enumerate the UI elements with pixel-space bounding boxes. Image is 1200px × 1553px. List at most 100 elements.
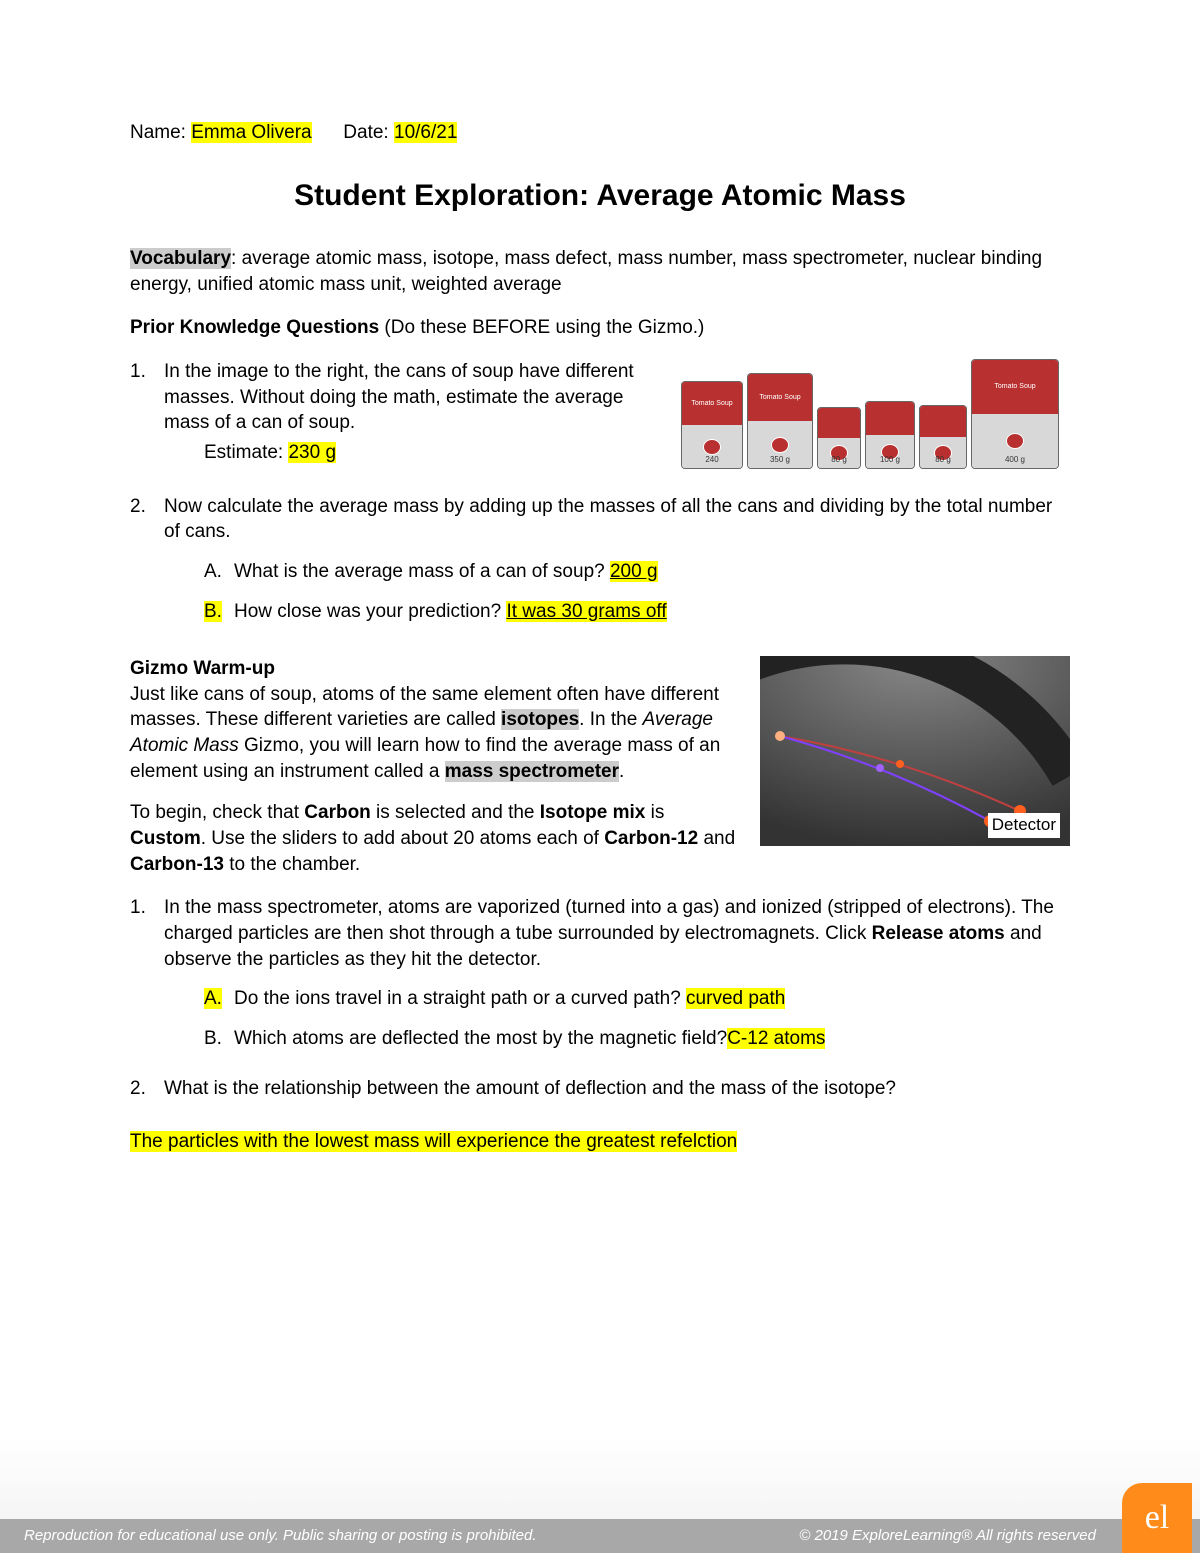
q2a-answer: 200 g xyxy=(610,561,658,582)
q2b-letter: B. xyxy=(204,599,234,625)
q2a-row: A. What is the average mass of a can of … xyxy=(204,559,1070,585)
q1-body: In the image to the right, the cans of s… xyxy=(164,359,650,466)
q1-number: 1. xyxy=(130,359,164,385)
header-line: Name: Emma Olivera Date: 10/6/21 xyxy=(130,120,1070,146)
wq1a-letter: A. xyxy=(204,986,234,1012)
can-bottom: 350 g xyxy=(748,421,812,468)
wq1-release: Release atoms xyxy=(872,923,1005,944)
wq1a-row: A. Do the ions travel in a straight path… xyxy=(204,986,1070,1012)
can-weight-label: 100 g xyxy=(866,455,914,466)
q1-estimate-line: Estimate: 230 g xyxy=(204,440,650,466)
wq2-answer-line: The particles with the lowest mass will … xyxy=(130,1129,1070,1155)
soup-can: 80 g xyxy=(919,405,967,469)
bottom-fade xyxy=(0,1439,1200,1519)
q2-number: 2. xyxy=(130,494,164,520)
q1-estimate-label: Estimate: xyxy=(204,442,288,463)
detector-label: Detector xyxy=(988,813,1060,838)
warmup-p2a: To begin, check that xyxy=(130,802,304,823)
soup-can: Tomato Soup 240 xyxy=(681,381,743,469)
prior-knowledge-heading: Prior Knowledge Questions (Do these BEFO… xyxy=(130,315,1070,341)
q2-body: Now calculate the average mass by adding… xyxy=(164,494,1070,625)
warmup-isomix: Isotope mix xyxy=(540,802,646,823)
warmup-p2b: is selected and the xyxy=(371,802,540,823)
q1-text-block: 1. In the image to the right, the cans o… xyxy=(130,359,650,466)
q2b-body: How close was your prediction? It was 30… xyxy=(234,599,667,625)
warmup-p1b: . In the xyxy=(579,709,642,730)
soup-can: 100 g xyxy=(865,401,915,469)
wq1b-text: Which atoms are deflected the most by th… xyxy=(234,1028,727,1049)
warmup-p1d: . xyxy=(619,761,624,782)
tomato-icon xyxy=(1006,433,1024,449)
footer-bar: Reproduction for educational use only. P… xyxy=(0,1519,1200,1553)
warmup-q1-row: 1. In the mass spectrometer, atoms are v… xyxy=(130,895,1070,1051)
warmup-p2f: to the chamber. xyxy=(224,854,360,875)
warmup-p2c: is xyxy=(645,802,664,823)
q2a-letter: A. xyxy=(204,559,234,585)
q2-row: 2. Now calculate the average mass by add… xyxy=(130,494,1070,625)
warmup-q2-row: 2. What is the relationship between the … xyxy=(130,1076,1070,1102)
can-bottom: 80 g xyxy=(818,438,860,468)
can-bottom: 100 g xyxy=(866,435,914,468)
prior-rest: (Do these BEFORE using the Gizmo.) xyxy=(379,317,704,338)
wq2-number: 2. xyxy=(130,1076,164,1102)
can-weight-label: 240 xyxy=(682,455,742,466)
warmup-p2: To begin, check that Carbon is selected … xyxy=(130,800,740,877)
q1-row: 1. In the image to the right, the cans o… xyxy=(130,359,1070,480)
wq1-body: In the mass spectrometer, atoms are vapo… xyxy=(164,895,1070,1051)
name-label: Name: xyxy=(130,122,191,143)
can-top xyxy=(866,402,914,435)
can-bottom: 400 g xyxy=(972,414,1058,468)
warmup-text-block: Gizmo Warm-up Just like cans of soup, at… xyxy=(130,656,740,877)
date-label: Date: xyxy=(343,122,394,143)
soup-can: Tomato Soup350 g xyxy=(747,373,813,469)
q2b-letter-text: B. xyxy=(204,601,222,622)
warmup-c13: Carbon-13 xyxy=(130,854,224,875)
wq1b-answer: C-12 atoms xyxy=(727,1028,825,1049)
warmup-mass-spectrometer: mass spectrometer xyxy=(445,761,619,782)
can-top: Tomato Soup xyxy=(682,382,742,425)
warmup-custom: Custom xyxy=(130,828,201,849)
q2a-text: What is the average mass of a can of sou… xyxy=(234,561,610,582)
warmup-section: Gizmo Warm-up Just like cans of soup, at… xyxy=(130,656,1070,877)
wq1a-text: Do the ions travel in a straight path or… xyxy=(234,988,686,1009)
soup-cans-figure: Tomato Soup240Tomato Soup350 g80 g100 g8… xyxy=(670,359,1070,469)
soup-can: 80 g xyxy=(817,407,861,469)
q2b-answer: It was 30 grams off xyxy=(506,601,666,622)
worksheet-page: Name: Emma Olivera Date: 10/6/21 Student… xyxy=(0,0,1200,1553)
footer-left: Reproduction for educational use only. P… xyxy=(24,1526,537,1546)
name-value: Emma Olivera xyxy=(191,122,311,143)
footer-logo-text: el xyxy=(1145,1495,1170,1541)
page-title: Student Exploration: Average Atomic Mass xyxy=(130,176,1070,217)
wq2-answer: The particles with the lowest mass will … xyxy=(130,1131,737,1152)
soup-can: Tomato Soup 400 g xyxy=(971,359,1059,469)
warmup-p1: Just like cans of soup, atoms of the sam… xyxy=(130,682,740,785)
q2a-body: What is the average mass of a can of sou… xyxy=(234,559,658,585)
date-value: 10/6/21 xyxy=(394,122,457,143)
wq1b-row: B. Which atoms are deflected the most by… xyxy=(204,1026,1070,1052)
tomato-icon xyxy=(703,439,721,455)
vocab-label: Vocabulary xyxy=(130,248,231,269)
wq2-body: What is the relationship between the amo… xyxy=(164,1076,1070,1102)
wq1b-letter: B. xyxy=(204,1026,234,1052)
can-weight-label: 80 g xyxy=(920,455,966,466)
q1-text: In the image to the right, the cans of s… xyxy=(164,361,634,433)
can-top xyxy=(920,406,966,437)
wq1-number: 1. xyxy=(130,895,164,921)
wq1b-body: Which atoms are deflected the most by th… xyxy=(234,1026,825,1052)
footer-logo: el xyxy=(1122,1483,1192,1553)
warmup-heading: Gizmo Warm-up xyxy=(130,656,740,682)
spectrometer-figure: Detector xyxy=(760,656,1070,846)
can-top xyxy=(818,408,860,438)
can-weight-label: 80 g xyxy=(818,455,860,466)
wq1a-body: Do the ions travel in a straight path or… xyxy=(234,986,785,1012)
q2b-text: How close was your prediction? xyxy=(234,601,506,622)
can-top: Tomato Soup xyxy=(972,360,1058,414)
warmup-isotopes: isotopes xyxy=(501,709,579,730)
vocabulary-para: Vocabulary: average atomic mass, isotope… xyxy=(130,246,1070,297)
can-weight-label: 400 g xyxy=(972,455,1058,466)
wq2-text: What is the relationship between the amo… xyxy=(164,1078,896,1099)
tomato-icon xyxy=(771,437,789,453)
can-weight-label: 350 g xyxy=(748,455,812,466)
warmup-p2d: . Use the sliders to add about 20 atoms … xyxy=(201,828,604,849)
prior-label: Prior Knowledge Questions xyxy=(130,317,379,338)
